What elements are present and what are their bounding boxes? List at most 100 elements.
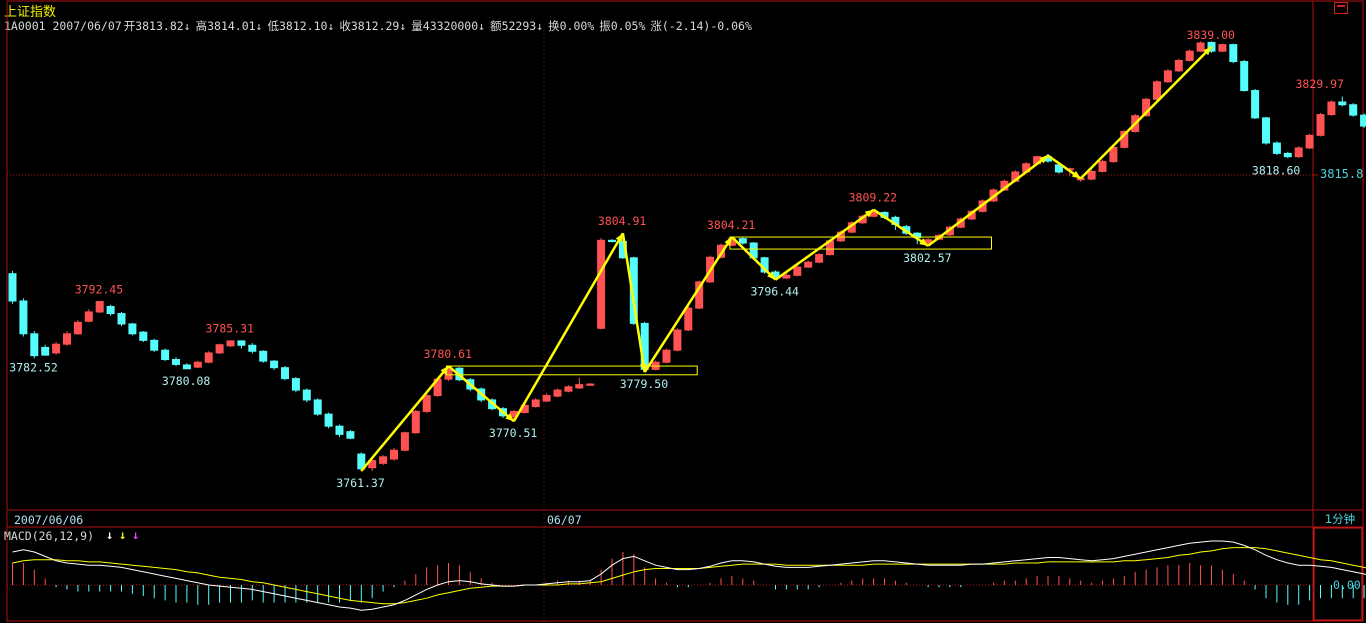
zigzag-arrowhead bbox=[615, 233, 623, 243]
candle-body bbox=[1316, 114, 1325, 136]
candle-body bbox=[444, 368, 453, 380]
extreme-price-label: 3785.31 bbox=[206, 321, 255, 335]
candle-body bbox=[1327, 101, 1336, 116]
candle-body bbox=[1262, 117, 1270, 144]
candle-body bbox=[106, 305, 115, 315]
field-7: 振0.05% bbox=[599, 19, 646, 33]
quote-fields: 开3813.82↓ 高3814.01↓ 低3812.10↓ 收3812.29↓ 量433… bbox=[122, 19, 755, 33]
candle-body bbox=[1338, 101, 1347, 106]
candle-body bbox=[95, 301, 104, 313]
maximize-button[interactable] bbox=[1334, 2, 1348, 14]
candle-body bbox=[30, 333, 39, 357]
extreme-price-label: 3802.57 bbox=[903, 251, 952, 265]
candle-body bbox=[259, 350, 268, 362]
extreme-price-label: 3782.52 bbox=[9, 361, 57, 375]
zigzag-arrowhead bbox=[1203, 46, 1212, 56]
zigzag-segment bbox=[621, 233, 646, 373]
candle-body bbox=[1076, 178, 1085, 181]
zigzag-segment bbox=[731, 236, 777, 281]
macd-arrow-magenta: ↓ bbox=[132, 528, 140, 542]
candle-body bbox=[1240, 61, 1249, 92]
zigzag-arrowhead bbox=[1039, 155, 1048, 164]
candle-body bbox=[738, 238, 747, 244]
candle-body bbox=[400, 432, 409, 451]
zigzag-arrowhead bbox=[505, 413, 514, 422]
candle-body bbox=[1360, 114, 1366, 127]
candle-body bbox=[1185, 50, 1194, 61]
zigzag-arrowhead bbox=[724, 237, 732, 246]
candle-body bbox=[215, 344, 224, 354]
consolidation-box bbox=[729, 236, 993, 250]
candle-body bbox=[1087, 170, 1096, 180]
zigzag-segment bbox=[774, 208, 875, 281]
field-1: 高3814.01↓ bbox=[195, 19, 263, 33]
candle-body bbox=[793, 266, 802, 276]
candle-body bbox=[1272, 142, 1281, 154]
candle-body bbox=[1349, 104, 1358, 116]
zigzag-segment bbox=[927, 154, 1049, 247]
candle-body bbox=[368, 460, 377, 469]
candle-body bbox=[1305, 134, 1314, 149]
candle-body bbox=[782, 274, 791, 279]
candle-body bbox=[597, 239, 606, 329]
candle-body bbox=[1153, 81, 1161, 100]
candle-body bbox=[281, 367, 289, 380]
candle-body bbox=[193, 361, 202, 368]
candle-body bbox=[717, 244, 725, 258]
candle-body bbox=[357, 453, 366, 470]
candle-body bbox=[161, 349, 170, 360]
candle-body bbox=[586, 383, 595, 386]
candle-body bbox=[553, 389, 562, 397]
candle-body bbox=[1109, 146, 1118, 163]
candle-body bbox=[84, 311, 93, 322]
code-date: 1A0001 2007/06/07 bbox=[4, 19, 122, 33]
field-5: 额52293↓ bbox=[490, 19, 544, 33]
candle-body bbox=[390, 449, 398, 460]
period-selector-button[interactable]: 1分钟 bbox=[1324, 512, 1356, 526]
candle-body bbox=[237, 340, 246, 346]
macd-indicator-label[interactable]: MACD(26,12,9) bbox=[4, 529, 95, 543]
candle-body bbox=[411, 410, 420, 434]
extreme-price-label: 3780.61 bbox=[424, 347, 473, 361]
candle-body bbox=[1174, 59, 1183, 72]
candle-body bbox=[564, 386, 573, 392]
candle-body bbox=[1283, 152, 1292, 158]
candle-body bbox=[608, 239, 616, 243]
candle-body bbox=[172, 358, 180, 365]
candle-body bbox=[19, 300, 28, 335]
extreme-price-label: 3770.51 bbox=[489, 426, 538, 440]
field-4: 量43320000↓ bbox=[411, 19, 486, 33]
zigzag-segment bbox=[447, 365, 515, 423]
zigzag-segment bbox=[512, 232, 624, 422]
zigzag-arrowhead bbox=[767, 271, 776, 280]
candle-body bbox=[1054, 164, 1063, 173]
macd-arrow-white: ↓ bbox=[106, 528, 114, 542]
date-label-left: 2007/06/06 bbox=[14, 513, 84, 527]
candle-body bbox=[335, 425, 344, 435]
candle-body bbox=[117, 313, 126, 325]
candle-body bbox=[8, 273, 17, 302]
candle-body bbox=[182, 364, 191, 370]
macd-axis-box bbox=[1313, 527, 1363, 621]
candle-body bbox=[291, 378, 300, 391]
macd-dea-line bbox=[12, 547, 1366, 605]
extreme-price-label: 3779.50 bbox=[620, 377, 669, 391]
candle-body bbox=[313, 399, 322, 415]
candle-body bbox=[226, 340, 235, 347]
candle-body bbox=[41, 346, 50, 356]
extreme-price-label: 3839.00 bbox=[1187, 28, 1236, 42]
field-0: 开3813.82↓ bbox=[123, 19, 191, 33]
field-2: 低3812.10↓ bbox=[267, 19, 335, 33]
zigzag-segment bbox=[1079, 45, 1213, 180]
candle-body bbox=[128, 323, 137, 335]
date-label-middle: 06/07 bbox=[547, 513, 582, 527]
candle-body bbox=[1196, 42, 1205, 52]
candle-body bbox=[139, 331, 148, 341]
candle-body bbox=[684, 307, 693, 331]
candle-body bbox=[204, 352, 213, 363]
zigzag-arrowhead bbox=[864, 209, 874, 218]
macd-zero-axis-label: 0.00 bbox=[1333, 578, 1361, 592]
extreme-price-label: 3809.22 bbox=[849, 191, 897, 205]
candle-body bbox=[575, 384, 584, 389]
